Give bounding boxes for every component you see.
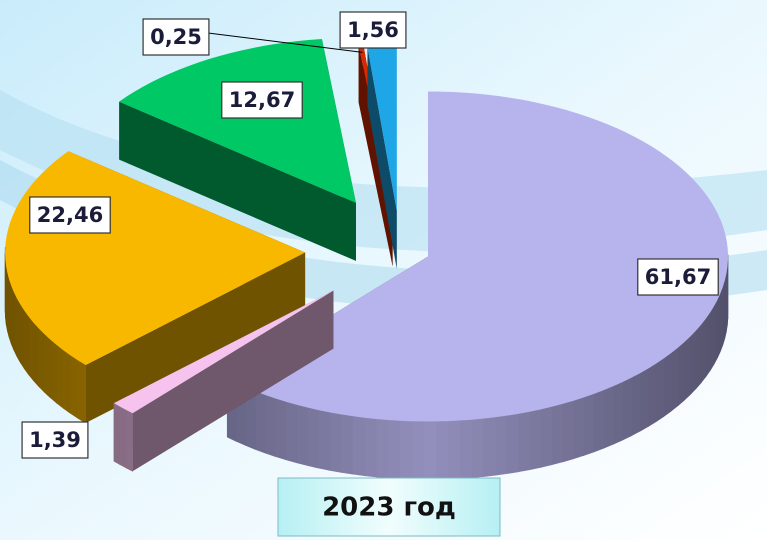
slice-side — [690, 329, 697, 396]
slice-side — [38, 327, 45, 393]
slice-side — [612, 381, 623, 445]
slice-side — [387, 419, 401, 480]
data-label: 0,25 — [150, 25, 202, 49]
title-box — [277, 477, 501, 537]
data-label: 1,39 — [29, 428, 81, 452]
slice-side — [517, 411, 530, 473]
slice-side — [700, 317, 707, 384]
slice-side — [622, 377, 632, 441]
slice — [113, 290, 334, 472]
data-label: 1,56 — [347, 18, 399, 42]
slice-side — [459, 419, 472, 479]
slice-side — [663, 352, 672, 418]
slice-side — [113, 290, 334, 462]
slice-side — [603, 385, 614, 449]
slice-side — [717, 293, 721, 359]
slice-side — [296, 404, 308, 466]
slice-side — [695, 323, 702, 390]
slice-side — [85, 252, 306, 424]
slice-side — [670, 347, 679, 412]
slice-side — [483, 416, 496, 477]
slice-side — [655, 357, 665, 423]
slice-side — [28, 315, 34, 382]
data-label: 12,67 — [229, 88, 295, 112]
slice-side — [583, 393, 594, 456]
data-label: 61,67 — [645, 265, 711, 289]
label-box — [29, 196, 111, 234]
chart-title: 2023 год — [322, 493, 456, 523]
leader-line — [207, 32, 363, 53]
slice-side — [307, 407, 319, 469]
slice-side — [593, 389, 604, 453]
data-label: 22,46 — [37, 203, 103, 227]
slice-side — [329, 411, 342, 473]
slice-side — [275, 398, 287, 461]
slice-side — [423, 421, 437, 480]
slice-side — [119, 101, 356, 261]
slice-side — [540, 406, 553, 468]
slice-top — [113, 290, 334, 414]
slice-side — [720, 286, 724, 352]
slice-side — [56, 344, 64, 409]
slice-side — [77, 359, 86, 424]
slice-side — [709, 305, 715, 372]
slice-side — [62, 349, 71, 414]
slice — [119, 38, 356, 261]
slice-side — [705, 311, 711, 378]
label-box — [637, 258, 719, 296]
slice-side — [639, 367, 649, 432]
slice-side — [529, 408, 542, 471]
slice-side — [318, 409, 331, 471]
slice-side — [471, 418, 484, 479]
slice-side — [32, 321, 39, 387]
slice-side — [125, 409, 133, 472]
slice-side — [506, 413, 519, 475]
label-box — [21, 421, 89, 459]
slice-top — [367, 46, 397, 212]
label-box — [221, 81, 303, 119]
slice-side — [352, 415, 365, 477]
slice-side — [684, 335, 691, 401]
slice-side — [572, 397, 584, 460]
slice-side — [255, 390, 266, 454]
slice-side — [113, 402, 121, 466]
slice-side — [13, 291, 18, 357]
slice-side — [631, 372, 641, 437]
slice-side — [411, 420, 425, 480]
slice-side — [494, 415, 508, 476]
label-box — [339, 11, 407, 49]
label-box — [142, 18, 210, 56]
slice-side — [119, 406, 127, 469]
slice-side — [69, 354, 79, 419]
slice-side — [23, 309, 29, 376]
slice-side — [648, 362, 657, 427]
slice-side — [19, 303, 25, 370]
slice-side — [447, 420, 460, 480]
slice-side — [551, 403, 563, 466]
slice-side — [399, 420, 413, 480]
slice-side — [10, 285, 15, 350]
slice-side — [8, 279, 12, 344]
slice-top — [227, 91, 728, 422]
labels: 61,67 1,39 22,46 12,67 0,25 1,56 — [21, 11, 719, 459]
slice-side — [264, 394, 276, 457]
pie — [4, 38, 729, 480]
slice-side — [562, 400, 574, 463]
slice-side — [16, 296, 21, 364]
slice-side — [677, 341, 685, 407]
slice-side — [367, 46, 397, 270]
slice-side — [49, 338, 57, 404]
slice-side — [375, 418, 389, 479]
slice-top — [119, 38, 356, 203]
slice-side — [435, 420, 448, 480]
slice-side — [713, 299, 718, 365]
slice-side — [340, 414, 353, 475]
slice — [367, 46, 397, 270]
slice-side — [43, 333, 51, 399]
slice-side — [364, 417, 377, 478]
slice-side — [285, 401, 297, 464]
